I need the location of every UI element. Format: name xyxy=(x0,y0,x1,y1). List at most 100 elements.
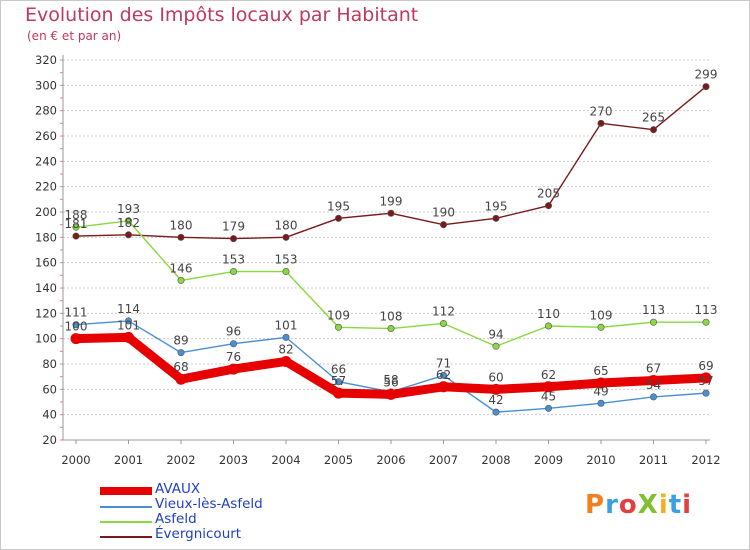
data-point xyxy=(439,371,447,379)
x-tick-label: 2008 xyxy=(481,453,510,467)
data-label: 76 xyxy=(226,350,241,364)
data-label: 101 xyxy=(275,318,298,332)
data-label: 42 xyxy=(488,393,503,407)
data-label: 60 xyxy=(488,370,503,384)
data-label: 146 xyxy=(170,261,193,275)
y-tick-label: 200 xyxy=(35,205,57,219)
data-label: 109 xyxy=(327,308,350,322)
data-label: 181 xyxy=(65,217,88,231)
y-tick-label: 80 xyxy=(42,357,57,371)
data-point xyxy=(333,387,344,399)
data-label: 199 xyxy=(380,194,403,208)
chart-title: Evolution des Impôts locaux par Habitant xyxy=(25,4,419,26)
data-point xyxy=(543,381,554,393)
data-point xyxy=(282,233,290,241)
data-point xyxy=(439,221,447,229)
data-label: 82 xyxy=(278,342,293,356)
data-point xyxy=(230,340,238,348)
data-label: 114 xyxy=(117,302,140,316)
data-point xyxy=(282,268,290,276)
data-point xyxy=(175,373,187,385)
data-point xyxy=(230,235,238,243)
proxiti-logo: ProXiti xyxy=(585,490,693,520)
data-point xyxy=(123,331,134,343)
data-point xyxy=(438,381,449,393)
data-label: 113 xyxy=(695,303,718,317)
y-tick-label: 160 xyxy=(35,256,57,270)
data-label: 180 xyxy=(275,218,298,232)
data-label: 113 xyxy=(642,303,665,317)
data-point xyxy=(544,404,552,412)
data-labels: 100 101 68 76 82 57 56 62 60 62 65 67 69 111 114 89 96 10… xyxy=(65,68,718,408)
data-point xyxy=(544,322,552,330)
data-label: 195 xyxy=(327,199,350,213)
data-point xyxy=(228,363,239,375)
data-point xyxy=(490,383,502,395)
data-point xyxy=(72,223,80,231)
data-label: 112 xyxy=(432,304,455,318)
chart-subtitle: (en € et par an) xyxy=(27,29,122,43)
data-point xyxy=(72,232,80,240)
data-label: 153 xyxy=(222,253,245,267)
data-point xyxy=(595,377,607,389)
x-tick-label: 2011 xyxy=(639,453,668,467)
y-tick-label: 140 xyxy=(35,281,57,295)
x-tick-label: 2003 xyxy=(219,453,248,467)
data-label: 101 xyxy=(117,318,140,332)
data-label: 100 xyxy=(65,320,88,334)
data-point xyxy=(492,214,500,222)
data-label: 205 xyxy=(537,187,560,201)
x-tick-label: 2006 xyxy=(376,453,405,467)
data-point xyxy=(282,333,290,341)
data-point xyxy=(492,408,500,416)
data-label: 96 xyxy=(226,325,241,339)
data-label: 65 xyxy=(593,364,608,378)
data-label: 49 xyxy=(593,384,608,398)
y-tick-label: 260 xyxy=(35,129,57,143)
data-label: 45 xyxy=(541,389,556,403)
legend-label: AVAUX xyxy=(155,481,201,497)
data-label: 179 xyxy=(222,220,245,234)
data-label: 188 xyxy=(65,208,88,222)
y-tick-label: 280 xyxy=(35,104,57,118)
y-tick-label: 120 xyxy=(35,306,57,320)
data-point xyxy=(177,276,185,284)
data-point xyxy=(597,323,605,331)
legend-label: Asfeld xyxy=(155,511,197,527)
data-label: 66 xyxy=(331,363,346,377)
y-tick-label: 100 xyxy=(35,332,57,346)
legend-swatch xyxy=(100,521,152,523)
y-tick-label: 60 xyxy=(42,382,57,396)
data-label: 193 xyxy=(117,202,140,216)
x-tick-label: 2001 xyxy=(114,453,143,467)
y-tick-label: 20 xyxy=(42,433,57,447)
data-label: 69 xyxy=(698,359,713,373)
data-label: 111 xyxy=(65,306,88,320)
y-tick-label: 240 xyxy=(35,154,57,168)
data-point xyxy=(334,214,342,222)
data-point xyxy=(177,233,185,241)
x-tick-label: 2012 xyxy=(691,453,720,467)
data-point xyxy=(649,393,657,401)
data-label: 89 xyxy=(173,334,188,348)
data-label: 94 xyxy=(488,327,503,341)
data-label: 56 xyxy=(383,375,398,389)
data-label: 67 xyxy=(646,361,661,375)
data-point xyxy=(177,349,185,357)
data-label: 299 xyxy=(695,68,718,82)
data-point xyxy=(649,126,657,134)
x-tick-label: 2007 xyxy=(429,453,458,467)
data-point xyxy=(648,374,659,386)
data-label: 195 xyxy=(485,199,508,213)
legend-label: Évergnicourt xyxy=(155,526,242,542)
data-label: 57 xyxy=(331,374,346,388)
data-point xyxy=(544,202,552,210)
data-label: 54 xyxy=(646,378,661,392)
data-label: 62 xyxy=(436,368,451,382)
data-point xyxy=(700,372,712,384)
data-label: 57 xyxy=(698,374,713,388)
data-point xyxy=(702,389,710,397)
data-point xyxy=(387,209,395,217)
